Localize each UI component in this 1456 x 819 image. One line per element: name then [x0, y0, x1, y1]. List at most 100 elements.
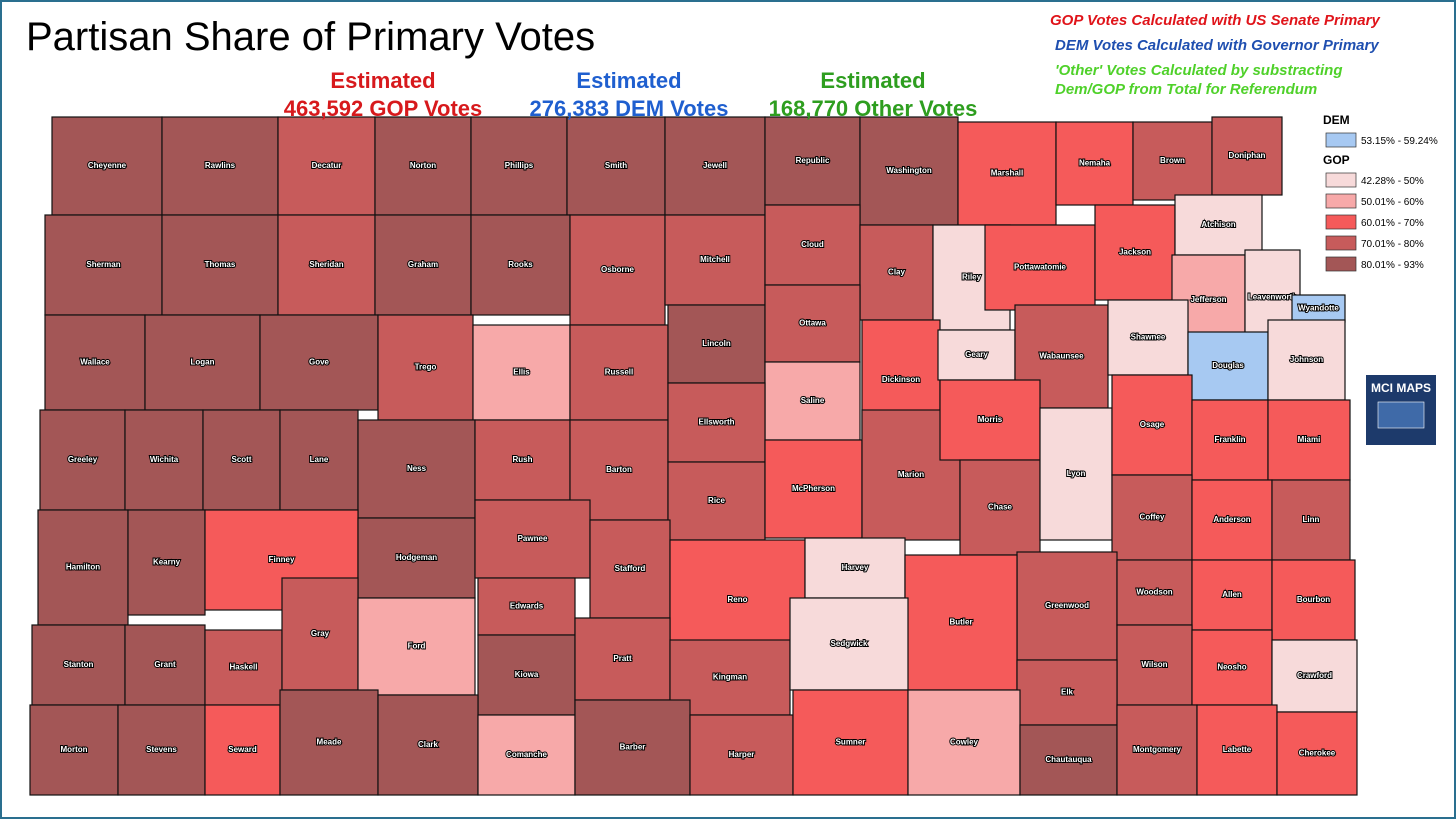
county-label: Jewell — [703, 161, 727, 170]
county — [377, 694, 479, 796]
county — [1039, 407, 1113, 541]
county-label: Harper — [729, 750, 755, 759]
county-label: Elk — [1061, 688, 1074, 697]
county — [31, 624, 126, 706]
county — [764, 361, 861, 441]
county-label: Ellsworth — [698, 418, 734, 427]
county — [569, 324, 669, 421]
legend-swatch — [1325, 132, 1357, 148]
county-label: Ellis — [513, 368, 530, 377]
county — [1276, 711, 1358, 796]
estimate-value: 276,383 DEM Votes — [530, 96, 729, 121]
county — [764, 284, 861, 363]
county — [472, 324, 571, 421]
county — [39, 409, 126, 511]
county — [357, 517, 476, 599]
county — [477, 714, 576, 796]
county — [1107, 299, 1189, 376]
county-label: Cheyenne — [88, 161, 127, 170]
note: GOP Votes Calculated with US Senate Prim… — [1050, 12, 1380, 29]
county-label: Gray — [311, 629, 330, 638]
county-label: Russell — [605, 368, 633, 377]
county-label: Chase — [988, 503, 1013, 512]
county — [374, 116, 472, 216]
county-label: Dickinson — [882, 375, 920, 384]
estimate-label: Estimated — [330, 68, 435, 93]
county — [477, 634, 576, 716]
legend-swatch — [1325, 256, 1357, 272]
county-label: Ness — [407, 464, 427, 473]
logo-map — [1377, 401, 1425, 429]
county — [804, 537, 906, 599]
county-label: Lincoln — [702, 339, 731, 348]
county — [477, 577, 576, 636]
county-label: Harvey — [842, 563, 869, 572]
legend-label: 60.01% - 70% — [1361, 218, 1424, 229]
county-label: Norton — [410, 161, 436, 170]
county — [357, 597, 476, 696]
county — [474, 499, 591, 579]
county — [689, 714, 794, 796]
county-label: Marion — [898, 470, 924, 479]
annotations: Estimated 463,592 GOP Votes Estimated 276,3… — [284, 12, 1448, 445]
county-label: Labette — [1223, 745, 1252, 754]
counties: Cheyenne Rawlins Decatur Norton Phillips Smit… — [29, 116, 1358, 796]
county-label: Doniphan — [1229, 151, 1266, 160]
county-label: Douglas — [1212, 361, 1244, 370]
county-label: Pottawatomie — [1014, 263, 1067, 272]
county-label: Pawnee — [518, 534, 548, 543]
county-label: Lyon — [1067, 469, 1086, 478]
county — [1271, 479, 1351, 561]
county — [1016, 551, 1118, 661]
county-label: Seward — [228, 745, 257, 754]
county — [574, 699, 691, 796]
county-label: Geary — [965, 350, 988, 359]
legend-label: 42.28% - 50% — [1361, 176, 1424, 187]
county-label: Osage — [1140, 420, 1165, 429]
county — [204, 704, 281, 796]
county-label: Pratt — [613, 654, 632, 663]
county-label: Stafford — [615, 564, 646, 573]
county-label: Logan — [191, 358, 215, 367]
county-label: Sumner — [836, 738, 866, 747]
county-label: Wallace — [80, 358, 110, 367]
county-label: Jefferson — [1190, 295, 1226, 304]
county — [1271, 639, 1358, 713]
county-label: Rice — [708, 496, 725, 505]
county — [1116, 624, 1193, 706]
county-label: Gove — [309, 358, 330, 367]
county-label: Trego — [415, 363, 437, 372]
county — [281, 577, 359, 691]
county — [1191, 559, 1273, 631]
estimate-value: 463,592 GOP Votes — [284, 96, 483, 121]
county-label: Edwards — [510, 602, 544, 611]
county — [904, 554, 1018, 691]
county-label: Allen — [1222, 590, 1242, 599]
county-label: Shawnee — [1131, 333, 1166, 342]
county-label: Kiowa — [515, 670, 539, 679]
county — [764, 204, 861, 286]
county — [277, 214, 376, 316]
county — [161, 214, 279, 316]
logo-text: MCI MAPS — [1371, 381, 1431, 395]
county-label: Grant — [154, 660, 176, 669]
county — [279, 689, 379, 796]
county — [1291, 294, 1346, 323]
county-label: Ottawa — [799, 319, 826, 328]
county-label: Marshall — [991, 169, 1023, 178]
county-label: Thomas — [205, 260, 236, 269]
county-label: Finney — [269, 555, 295, 564]
county — [1016, 659, 1118, 726]
county — [1116, 704, 1198, 796]
note: DEM Votes Calculated with Governor Prima… — [1055, 37, 1379, 54]
county — [470, 116, 568, 216]
county-label: Republic — [796, 156, 830, 165]
county-label: Riley — [962, 273, 982, 282]
county-label: Hamilton — [66, 563, 100, 572]
county-label: Clay — [888, 268, 905, 277]
county — [664, 214, 766, 306]
title: Partisan Share of Primary Votes — [26, 15, 595, 59]
county — [204, 629, 283, 706]
county-label: Greeley — [68, 455, 98, 464]
